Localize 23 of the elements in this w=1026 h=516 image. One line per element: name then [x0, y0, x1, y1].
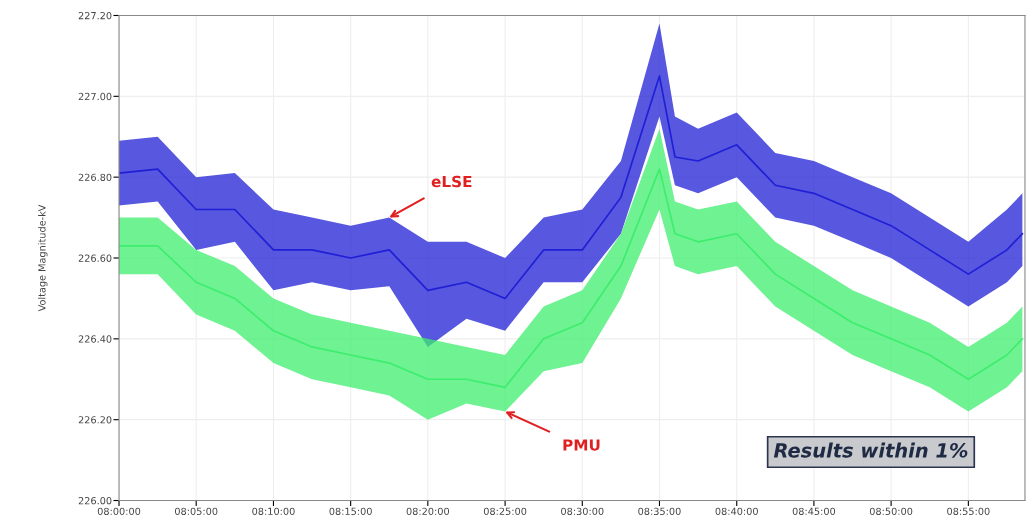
y-tick-label: 226.00	[78, 497, 112, 505]
y-tick-label: 226.80	[78, 173, 112, 181]
y-tick-label: 226.60	[78, 254, 112, 262]
annotation: eLSE	[431, 175, 472, 188]
x-tick-label: 08:00:00	[97, 507, 141, 515]
x-tick-label: 08:25:00	[483, 507, 527, 515]
x-tick-label: 08:10:00	[252, 507, 295, 515]
y-tick-label: 227.00	[78, 92, 112, 101]
x-tick-label: 08:55:00	[947, 507, 990, 515]
y-tick-label: 227.20	[78, 11, 112, 20]
x-tick-label: 08:15:00	[329, 507, 372, 515]
x-tick-label: 08:45:00	[792, 507, 836, 515]
x-tick-label: 08:20:00	[406, 507, 450, 515]
x-tick-label: 08:50:00	[869, 507, 913, 515]
x-tick-label: 08:05:00	[175, 507, 218, 515]
y-tick-label: 226.40	[78, 335, 112, 343]
x-tick-label: 08:35:00	[638, 507, 681, 515]
annotation: Results within 1%	[773, 442, 968, 458]
y-tick-label: 226.20	[78, 416, 112, 424]
x-tick-label: 08:30:00	[561, 507, 604, 515]
y-axis-title: Voltage Magnitude-kV	[38, 204, 48, 312]
x-tick-label: 08:40:00	[715, 507, 758, 515]
annotation: PMU	[563, 439, 600, 451]
